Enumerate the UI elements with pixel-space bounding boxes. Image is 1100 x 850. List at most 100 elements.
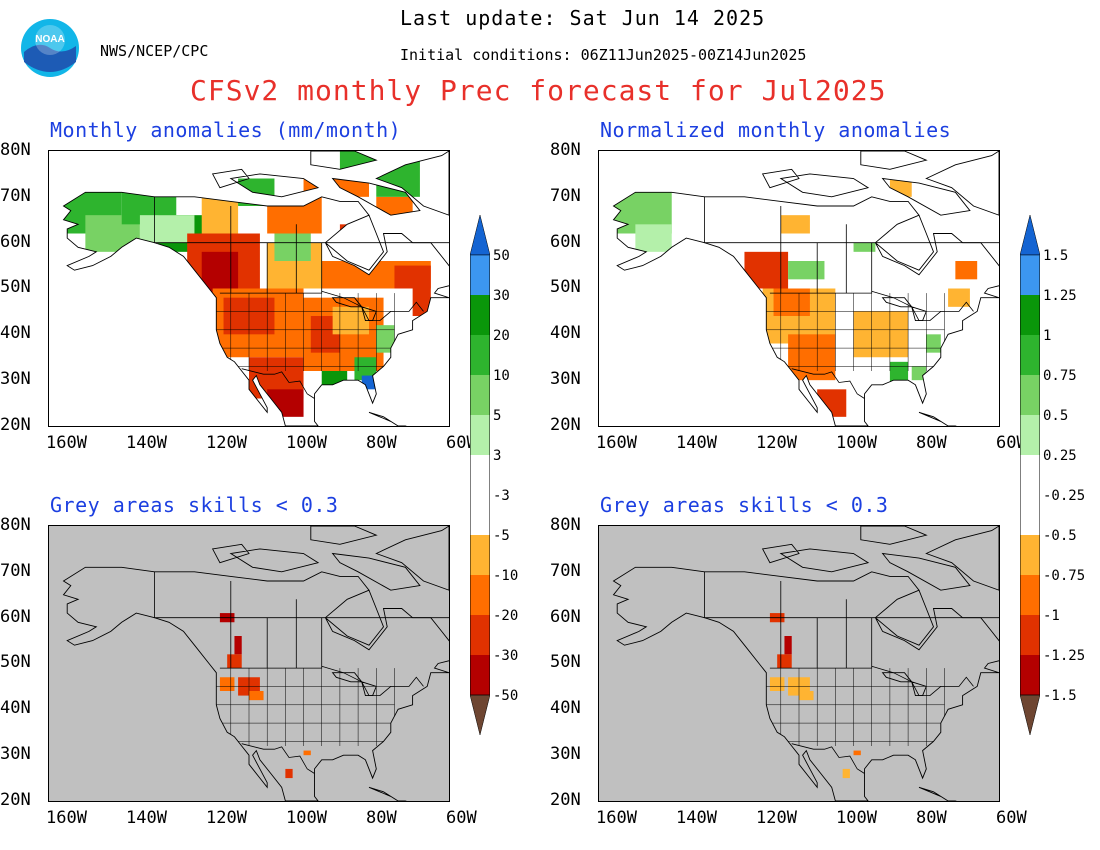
anomaly-cell — [799, 691, 814, 701]
colorbar-label: -50 — [493, 688, 519, 704]
lat-label: 20N — [550, 414, 581, 435]
anomaly-cell — [267, 389, 304, 417]
anomaly-cell — [926, 334, 941, 353]
lat-label: 80N — [550, 515, 581, 535]
lat-label: 80N — [550, 140, 581, 160]
lon-label: 120W — [756, 808, 797, 828]
lon-label: 160W — [596, 808, 637, 828]
anomaly-cell — [769, 677, 785, 691]
colorbar-segment — [1020, 615, 1040, 655]
colorbar-segment — [1020, 455, 1040, 495]
political-borders — [704, 571, 999, 774]
anomaly-cell — [842, 768, 850, 779]
anomaly-cell — [853, 750, 861, 756]
colorbar-segment — [470, 535, 490, 575]
noaa-logo-text: NOAA — [35, 34, 64, 45]
last-update: Last update: Sat Jun 14 2025 — [400, 6, 766, 30]
lat-label: 70N — [550, 185, 581, 206]
panel-title-bottom-left: Grey areas skills < 0.3 — [50, 493, 339, 517]
colorbar-label: 0.5 — [1043, 408, 1069, 424]
anomaly-cell — [238, 178, 275, 206]
anomaly-cell — [933, 215, 956, 234]
lat-label: 20N — [550, 789, 581, 810]
lat-label: 70N — [0, 560, 31, 581]
anomaly-cell — [635, 224, 672, 252]
colorbar-label: -1 — [1043, 608, 1060, 624]
colorbar-segment — [1020, 255, 1040, 295]
colorbar-label: -30 — [493, 648, 519, 664]
noaa-logo: NOAA — [20, 18, 80, 78]
colorbar-label: 1 — [1043, 328, 1052, 344]
anomaly-cell — [201, 196, 239, 234]
colorbar-segment — [470, 335, 490, 375]
lon-label: 100W — [286, 808, 327, 828]
anomaly-cell — [889, 361, 909, 390]
lat-label: 40N — [550, 323, 581, 344]
lon-label: 80W — [916, 433, 947, 453]
colorbar-label: 3 — [493, 448, 502, 464]
lat-label: 50N — [550, 277, 581, 298]
political-borders — [704, 196, 999, 399]
lat-label: 20N — [0, 789, 31, 810]
anomaly-cell — [788, 261, 825, 280]
colorbar-segment — [470, 575, 490, 615]
anomaly-cell — [853, 242, 876, 252]
anomaly-cell — [948, 288, 970, 307]
colorbar-label: -20 — [493, 608, 519, 624]
colorbar-label: 1.25 — [1043, 288, 1077, 304]
anomaly-cell — [777, 654, 792, 669]
colorbar-segment — [1020, 655, 1040, 695]
colorbar-label: -1.5 — [1043, 688, 1077, 704]
colorbar-label: -0.5 — [1043, 528, 1077, 544]
anomaly-cell — [394, 265, 431, 289]
lon-label: 140W — [676, 433, 717, 453]
map-svg-skill-normalized — [599, 526, 999, 801]
colorbar-label: -10 — [493, 568, 519, 584]
lon-label: 160W — [596, 433, 637, 453]
map-panel-anomalies — [48, 150, 450, 427]
map-svg-skill-anomalies — [49, 526, 449, 801]
lat-label: 60N — [550, 231, 581, 252]
lat-label: 30N — [0, 369, 31, 389]
lat-label: 30N — [550, 744, 581, 764]
lon-label: 100W — [836, 808, 877, 828]
state-borders — [766, 668, 945, 746]
state-borders — [766, 293, 945, 371]
colorbar-segment — [1020, 415, 1040, 455]
anomaly-cell — [234, 636, 242, 655]
political-borders — [154, 196, 449, 399]
anomaly-field — [613, 178, 978, 417]
colorbar-label: 50 — [493, 248, 510, 264]
map-panel-normalized — [598, 150, 1000, 427]
colorbar-segment — [470, 375, 490, 415]
main-title: CFSv2 monthly Prec forecast for Jul2025 — [190, 74, 887, 107]
lon-label: 60W — [446, 808, 477, 828]
anomaly-cell — [267, 196, 322, 234]
anomaly-cell — [911, 366, 927, 381]
lon-label: 80W — [366, 808, 397, 828]
lat-label: 50N — [550, 652, 581, 673]
lat-label: 40N — [550, 698, 581, 719]
colorbar-label: 30 — [493, 288, 510, 304]
colorbar-top-arrow — [469, 214, 491, 256]
colorbar-bottom-arrow — [1019, 694, 1041, 736]
lon-label: 100W — [836, 433, 877, 453]
lon-label: 120W — [206, 433, 247, 453]
initial-conditions: Initial conditions: 06Z11Jun2025-00Z14Ju… — [400, 46, 807, 64]
panel-title-bottom-right: Grey areas skills < 0.3 — [600, 493, 889, 517]
panel-title-top-left: Monthly anomalies (mm/month) — [50, 118, 402, 142]
lon-label: 80W — [366, 433, 397, 453]
colorbar-segment — [1020, 535, 1040, 575]
colorbar-bottom-arrow — [469, 694, 491, 736]
anomaly-cell — [285, 768, 293, 779]
colorbar-label: -3 — [493, 488, 510, 504]
lat-label: 40N — [0, 698, 31, 719]
political-borders — [154, 571, 449, 774]
anomaly-cell — [788, 334, 836, 381]
colorbar-label: -0.25 — [1043, 488, 1086, 504]
colorbar-label: 1.5 — [1043, 248, 1069, 264]
anomaly-cell — [784, 636, 792, 655]
lat-label: 70N — [550, 560, 581, 581]
colorbar-top-arrow — [1019, 214, 1041, 256]
org-label: NWS/NCEP/CPC — [100, 42, 209, 60]
